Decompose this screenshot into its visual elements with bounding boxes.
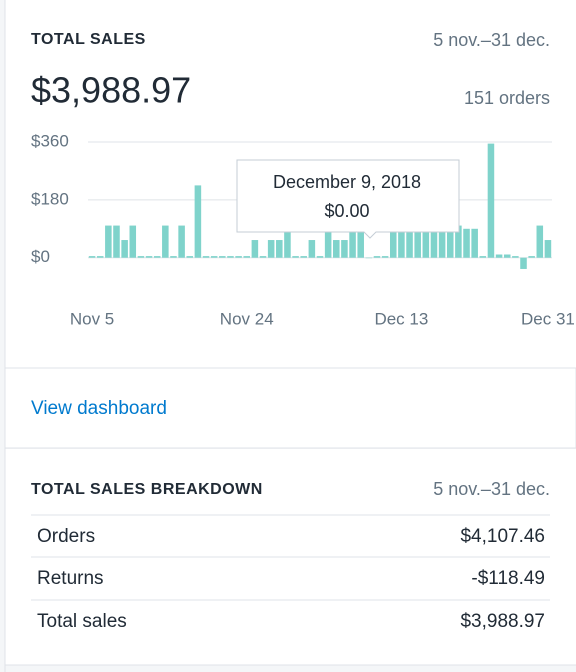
bar xyxy=(503,254,511,258)
row-value: $3,988.97 xyxy=(460,611,545,632)
bar xyxy=(284,228,291,258)
row-value: $4,107.46 xyxy=(460,526,545,547)
bar xyxy=(145,256,153,258)
bar xyxy=(373,256,381,258)
bar xyxy=(544,240,552,258)
bar xyxy=(178,225,185,258)
date-range: 5 nov.–31 dec. xyxy=(433,479,550,499)
bar xyxy=(129,225,137,258)
x-tick-label: Nov 5 xyxy=(70,309,114,328)
y-tick-label: $180 xyxy=(31,189,69,208)
bar xyxy=(381,256,389,258)
bar xyxy=(536,225,544,258)
bar xyxy=(194,185,202,258)
link-section xyxy=(4,367,576,449)
bar xyxy=(251,240,259,258)
bar xyxy=(357,228,364,258)
bar xyxy=(487,143,495,258)
y-tick-label: $0 xyxy=(31,247,50,266)
bar xyxy=(186,256,194,258)
chart: $0 $180 $360 Nov 5 Nov 24 Dec 13 Dec 31 xyxy=(31,131,575,328)
bar xyxy=(324,228,332,258)
bar xyxy=(300,256,307,258)
bar xyxy=(308,240,316,258)
bar xyxy=(471,228,478,258)
bar xyxy=(235,256,242,258)
date-range: 5 nov.–31 dec. xyxy=(433,30,550,50)
bar xyxy=(398,225,405,258)
tooltip-box xyxy=(236,159,460,239)
bar xyxy=(219,256,226,258)
orders-count: 151 orders xyxy=(464,88,550,108)
bar xyxy=(333,240,340,258)
tooltip: December 9, 2018 $0.00 xyxy=(236,159,460,239)
bar xyxy=(520,257,527,269)
card-title: TOTAL SALES xyxy=(31,31,146,48)
bar xyxy=(88,256,96,258)
bar xyxy=(267,240,275,258)
bar xyxy=(121,240,128,258)
bar xyxy=(446,225,454,258)
bar xyxy=(137,256,145,258)
bar xyxy=(210,256,218,258)
bar xyxy=(406,225,413,258)
total-value: $3,988.97 xyxy=(31,70,191,111)
bar xyxy=(113,225,120,258)
row-label: Returns xyxy=(37,568,104,589)
x-tick-label: Dec 13 xyxy=(374,309,428,328)
bar xyxy=(463,228,470,258)
bar xyxy=(341,240,348,258)
bar xyxy=(528,256,535,258)
row-label: Orders xyxy=(37,526,95,547)
bar xyxy=(96,256,104,258)
bar xyxy=(227,256,234,258)
bar xyxy=(153,256,161,258)
tooltip-value: $0.00 xyxy=(324,201,369,221)
bar xyxy=(512,256,519,258)
bar xyxy=(495,254,503,258)
dashboard-link[interactable]: View dashboard xyxy=(31,398,167,419)
bar xyxy=(365,257,373,259)
card-title: TOTAL SALES BREAKDOWN xyxy=(31,481,263,498)
bar xyxy=(162,225,169,258)
bar xyxy=(422,225,430,258)
bar xyxy=(259,256,267,258)
bar xyxy=(316,256,324,258)
bar xyxy=(414,225,421,258)
y-tick-label: $360 xyxy=(31,131,69,150)
bar xyxy=(430,225,438,258)
bar xyxy=(455,225,462,258)
row-label: Total sales xyxy=(37,611,127,632)
bar xyxy=(243,256,251,258)
bar xyxy=(438,225,446,258)
x-tick-label: Dec 31 xyxy=(521,309,575,328)
bar xyxy=(105,225,112,258)
bar xyxy=(389,225,397,258)
row-value: -$118.49 xyxy=(471,568,545,589)
bar xyxy=(202,256,210,258)
bar xyxy=(479,256,487,258)
breakdown-table: Orders $4,107.46 Returns -$118.49 Total sale… xyxy=(31,514,550,632)
bar xyxy=(170,256,177,258)
bar xyxy=(292,256,299,258)
bar xyxy=(349,228,356,258)
tooltip-title: December 9, 2018 xyxy=(273,172,421,192)
x-tick-label: Nov 24 xyxy=(220,309,274,328)
bar xyxy=(276,240,283,258)
